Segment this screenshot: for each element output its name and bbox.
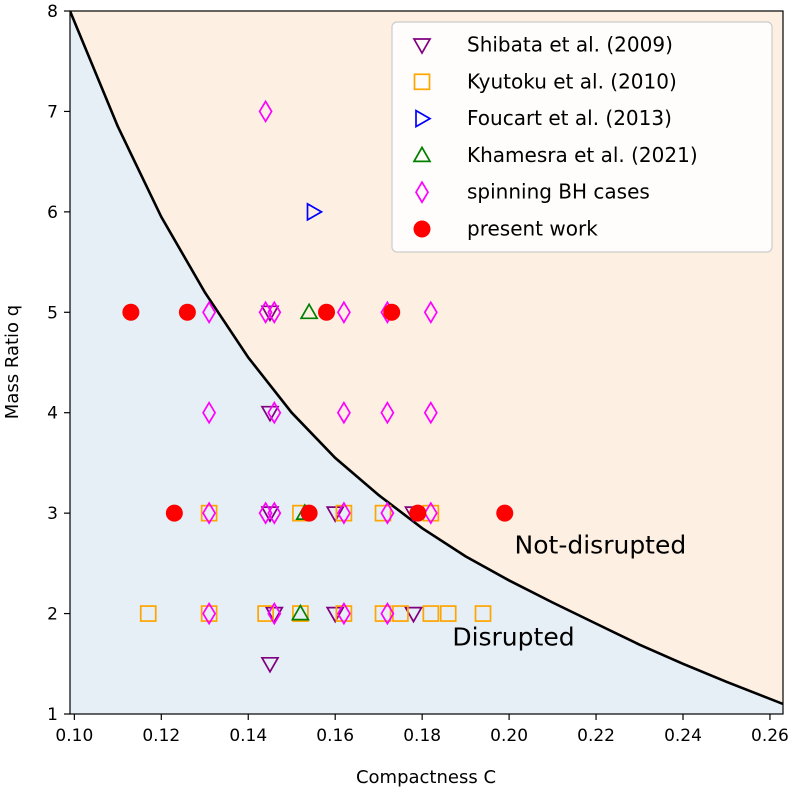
legend-label: Shibata et al. (2009) bbox=[467, 33, 673, 57]
data-point bbox=[423, 501, 438, 525]
x-axis-label: Compactness C bbox=[356, 767, 496, 788]
data-point bbox=[318, 303, 336, 321]
x-tick-label: 0.16 bbox=[316, 726, 354, 746]
data-point bbox=[200, 605, 218, 622]
data-point bbox=[380, 501, 395, 525]
data-point bbox=[335, 605, 353, 622]
data-point bbox=[496, 504, 514, 522]
y-tick-label: 1 bbox=[47, 705, 58, 725]
data-point bbox=[409, 504, 427, 522]
y-tick-label: 2 bbox=[47, 605, 58, 625]
data-point bbox=[439, 605, 457, 622]
data-point bbox=[260, 506, 280, 523]
data-point bbox=[202, 401, 217, 425]
boundary-curve bbox=[70, 11, 783, 706]
data-point bbox=[474, 605, 492, 622]
data-point bbox=[139, 605, 157, 622]
data-point bbox=[383, 303, 401, 321]
data-point bbox=[336, 501, 351, 525]
data-point bbox=[299, 302, 319, 320]
x-tick-label: 0.12 bbox=[142, 726, 180, 746]
data-point bbox=[380, 401, 395, 425]
legend-entry-present-work: present work bbox=[413, 217, 598, 241]
data-point bbox=[202, 501, 217, 525]
y-tick-label: 8 bbox=[47, 2, 58, 22]
data-point bbox=[267, 601, 282, 626]
y-tick-label: 5 bbox=[47, 303, 58, 323]
data-point bbox=[260, 656, 280, 674]
data-point bbox=[374, 504, 392, 522]
y-axis-label: Mass Ratio q bbox=[2, 305, 23, 419]
region-labels: Disrupted Not-disrupted bbox=[452, 530, 686, 651]
y-tick-label: 4 bbox=[47, 404, 58, 424]
data-point bbox=[336, 300, 351, 324]
data-point bbox=[267, 401, 282, 425]
region-label-not-disrupted: Not-disrupted bbox=[515, 530, 687, 559]
data-point bbox=[336, 601, 351, 626]
data-point bbox=[290, 603, 310, 621]
data-point bbox=[306, 202, 324, 222]
data-point bbox=[335, 504, 353, 522]
x-tick-label: 0.22 bbox=[577, 726, 615, 746]
region-disrupted bbox=[70, 11, 783, 714]
series-foucart-et-al-2013 bbox=[306, 202, 324, 222]
data-point bbox=[374, 605, 392, 622]
y-tick-label: 6 bbox=[47, 203, 58, 223]
x-tick-label: 0.24 bbox=[664, 726, 702, 746]
legend-marker bbox=[413, 220, 431, 238]
data-point bbox=[380, 601, 395, 626]
data-point bbox=[260, 305, 280, 323]
boundary-curve-layer bbox=[70, 11, 783, 706]
data-point bbox=[267, 501, 282, 525]
y-tick-label: 7 bbox=[47, 102, 58, 122]
x-tick-label: 0.26 bbox=[751, 726, 789, 746]
legend-label: Foucart et al. (2013) bbox=[467, 106, 672, 130]
x-tick-label: 0.10 bbox=[55, 726, 93, 746]
x-tick-label: 0.20 bbox=[490, 726, 528, 746]
legend-label: present work bbox=[467, 217, 598, 241]
data-point bbox=[423, 300, 438, 324]
data-point bbox=[202, 601, 217, 626]
legend-label: spinning BH cases bbox=[467, 180, 650, 204]
data-point bbox=[422, 605, 440, 622]
data-point bbox=[264, 606, 284, 624]
legend: Shibata et al. (2009) Kyutoku et al. (201… bbox=[391, 21, 773, 253]
x-tick-label: 0.14 bbox=[229, 726, 267, 746]
legend-label: Khamesra et al. (2021) bbox=[467, 143, 698, 167]
legend-marker bbox=[415, 109, 432, 129]
data-point bbox=[300, 504, 318, 522]
data-point bbox=[258, 99, 273, 124]
plot-frame bbox=[69, 10, 784, 715]
legend-marker bbox=[415, 180, 429, 204]
legend-label: Kyutoku et al. (2010) bbox=[467, 69, 677, 93]
legend-marker bbox=[412, 38, 432, 55]
legend-box bbox=[391, 21, 773, 253]
legend-entry-kyutoku-et-al-2010: Kyutoku et al. (2010) bbox=[413, 69, 677, 93]
data-point bbox=[260, 405, 280, 423]
data-point bbox=[267, 300, 282, 324]
series-present-work bbox=[122, 303, 514, 522]
legend-entry-khamesra-et-al-2021: Khamesra et al. (2021) bbox=[412, 143, 698, 167]
data-points bbox=[122, 99, 514, 674]
data-point bbox=[178, 303, 196, 321]
x-axis-ticks: 0.10 0.12 0.14 0.16 0.18 0.20 0.22 0.24 0.26 bbox=[55, 714, 789, 746]
y-tick-label: 3 bbox=[47, 504, 58, 524]
data-point bbox=[423, 401, 438, 425]
y-axis-ticks: 1 2 3 4 5 6 7 8 bbox=[47, 2, 70, 725]
data-point bbox=[202, 300, 217, 324]
data-point bbox=[122, 303, 140, 321]
legend-marker bbox=[412, 145, 432, 163]
data-point bbox=[336, 401, 351, 425]
x-tick-label: 0.18 bbox=[403, 726, 441, 746]
region-label-disrupted: Disrupted bbox=[452, 623, 574, 652]
data-point bbox=[200, 504, 218, 522]
data-point bbox=[404, 606, 423, 624]
legend-marker bbox=[413, 73, 431, 91]
legend-entry-spinning-bh-cases: spinning BH cases bbox=[415, 180, 650, 204]
data-point bbox=[165, 504, 183, 522]
legend-entry-shibata-et-al-2009: Shibata et al. (2009) bbox=[412, 33, 673, 57]
legend-entry-foucart-et-al-2013: Foucart et al. (2013) bbox=[415, 106, 672, 130]
data-point bbox=[257, 605, 274, 622]
